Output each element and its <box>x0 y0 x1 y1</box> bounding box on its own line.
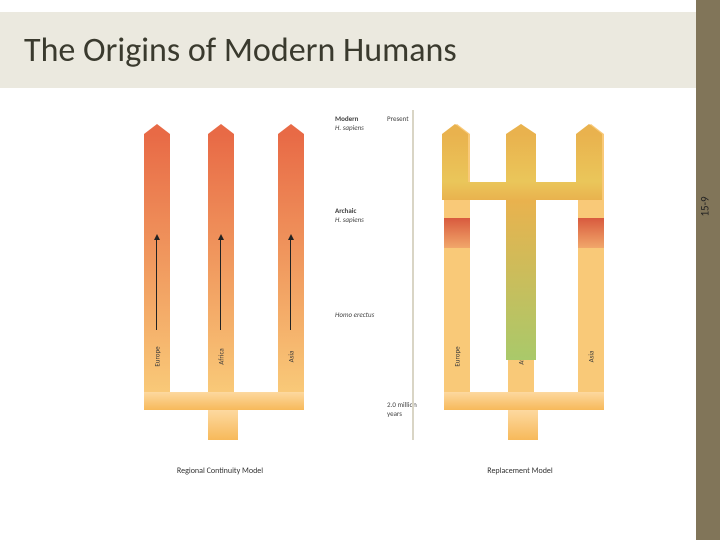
overlay-trunk <box>506 200 536 360</box>
model-regional: Regional Continuity ModelEuropeAfricaAsi… <box>120 110 320 470</box>
trunk <box>508 410 538 440</box>
model-caption: Regional Continuity Model <box>120 466 320 476</box>
overlay-branch <box>576 134 602 182</box>
model-caption: Replacement Model <box>420 466 620 476</box>
overlay-branch <box>506 134 536 182</box>
branch-tip-icon <box>144 124 170 134</box>
timeline-stage-label: Homo erectus <box>335 310 415 319</box>
arrow-shaft <box>290 240 292 330</box>
overlay-branch-tip-icon <box>506 124 536 134</box>
overlay-h-connector <box>442 182 602 200</box>
page-number: 15-9 <box>698 196 711 216</box>
h-connector <box>144 392 304 410</box>
branch-overlay: Asia <box>278 134 304 392</box>
extinction-cap <box>578 218 604 248</box>
trunk <box>208 410 238 440</box>
extinction-cap <box>444 218 470 248</box>
slide-title: The Origins of Modern Humans <box>24 30 457 71</box>
region-label: Europe <box>453 346 462 366</box>
overlay-branch <box>442 134 468 182</box>
overlay-branch-tip-icon <box>576 124 602 134</box>
side-accent-band <box>696 0 720 540</box>
timeline-stage-label: ArchaicH. sapiens <box>335 206 415 224</box>
h-connector <box>444 392 604 410</box>
arrow-shaft <box>156 240 158 330</box>
branch-tip-icon <box>278 124 304 134</box>
region-label: Asia <box>587 351 596 363</box>
overlay-branch-tip-icon <box>442 124 468 134</box>
base-tree: EuropeAfricaAsia <box>420 140 620 440</box>
region-label: Africa <box>217 348 226 365</box>
timeline-labels: ModernH. sapiensPresentArchaicH. sapiens… <box>335 110 415 450</box>
title-band: The Origins of Modern Humans <box>0 12 696 88</box>
region-label: Europe <box>153 346 162 366</box>
arrow-shaft <box>220 240 222 330</box>
branch-tip-icon <box>208 124 234 134</box>
panel-divider <box>412 110 414 440</box>
branch-overlay: Africa <box>208 134 234 392</box>
model-replacement: Replacement ModelEuropeAfricaAsia <box>420 110 620 470</box>
region-label: Asia <box>287 351 296 363</box>
branch-overlay: Europe <box>144 134 170 392</box>
base-tree: Europe Africa Asia <box>120 140 320 440</box>
origins-figure: ModernH. sapiensPresentArchaicH. sapiens… <box>110 110 610 490</box>
